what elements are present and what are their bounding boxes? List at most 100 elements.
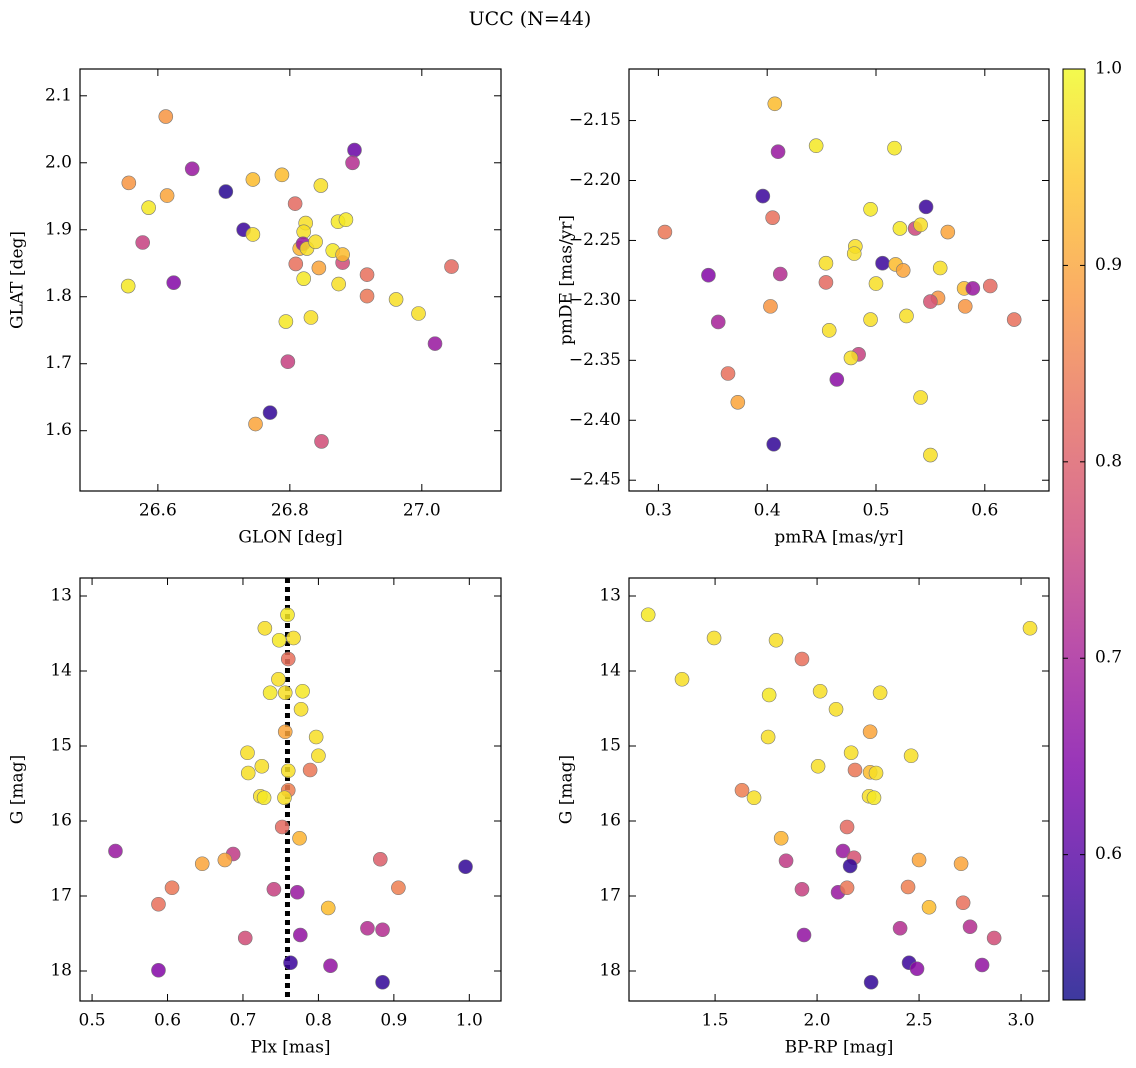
scatter-point (755, 188, 771, 204)
scatter-point (271, 632, 287, 648)
scatter-point (895, 263, 911, 278)
scatter-point (903, 748, 919, 764)
scatter-point (280, 354, 296, 370)
plot-area (108, 578, 473, 1001)
scatter-point (302, 762, 318, 778)
scatter-point (899, 308, 914, 324)
y-tick-label: −2.15 (569, 110, 621, 130)
y-tick-label: 17 (599, 886, 621, 906)
y-tick-label: 2.0 (45, 152, 72, 172)
scatter-point (280, 651, 296, 667)
scatter-point (760, 729, 776, 745)
colorbar (1062, 68, 1086, 1001)
scatter-point (986, 930, 1002, 946)
scatter-point (868, 276, 884, 291)
x-tick-label: 0.4 (754, 501, 781, 521)
scatter-point (427, 336, 443, 351)
y-tick-label: 14 (50, 661, 72, 681)
colorbar-tick-label: 0.9 (1095, 255, 1122, 275)
scatter-point (240, 765, 256, 781)
scatter-point (746, 790, 762, 806)
scatter-point (766, 436, 782, 452)
scatter-point (706, 630, 722, 646)
scatter-point (701, 267, 716, 283)
scatter-point (254, 758, 270, 774)
y-tick-label: 18 (50, 961, 72, 981)
scatter-point (331, 276, 346, 292)
y-tick-label: 15 (599, 736, 621, 756)
scatter-point (194, 856, 210, 872)
scatter-point (843, 350, 859, 366)
scatter-point (293, 701, 309, 717)
scatter-point (875, 255, 890, 271)
scatter-point (256, 790, 272, 806)
scatter-point (158, 109, 174, 124)
scatter-point (266, 881, 282, 897)
scatter-point (835, 843, 851, 859)
scatter-point (1022, 620, 1038, 636)
y-axis-label: pmDE [mas/yr] (557, 215, 577, 345)
x-tick-label: 0.6 (154, 1011, 181, 1031)
scatter-point (846, 246, 862, 261)
scatter-point (237, 930, 253, 946)
y-tick-label: −2.30 (569, 290, 621, 310)
scatter-point (921, 899, 937, 915)
scatter-point (863, 974, 879, 990)
scatter-point (957, 299, 973, 314)
scatter-point (843, 745, 859, 761)
scatter-point (818, 275, 834, 290)
y-tick-label: 13 (599, 586, 621, 606)
scatter-point (965, 281, 981, 296)
scatter-point (313, 178, 329, 193)
scatter-point (657, 224, 673, 240)
scatter-point (839, 819, 855, 835)
scatter-point (863, 312, 878, 327)
scatter-point (257, 620, 273, 636)
scatter-point (375, 922, 390, 938)
scatter-point (913, 217, 928, 233)
scatter-point (166, 275, 182, 290)
scatter-point (918, 199, 934, 215)
scatter-point (240, 745, 255, 761)
scatter-point (314, 434, 329, 449)
colorbar-tick-label: 1.0 (1095, 59, 1122, 79)
x-tick-label: 26.6 (139, 501, 177, 521)
scatter-point (280, 763, 296, 779)
scatter-point (360, 920, 375, 936)
scatter-point (810, 758, 826, 774)
scatter-point (796, 927, 812, 943)
scatter-point (108, 843, 123, 859)
scatter-point (955, 895, 971, 911)
scatter-point (295, 683, 310, 699)
plot-area (640, 607, 1038, 990)
scatter-point (909, 961, 925, 977)
x-tick-label: 0.3 (645, 501, 672, 521)
scatter-point (274, 167, 290, 183)
scatter-point (794, 881, 810, 897)
scatter-point (308, 234, 323, 250)
scatter-point (308, 729, 324, 745)
y-tick-label: 18 (599, 961, 621, 981)
y-tick-label: 1.7 (45, 353, 72, 373)
scatter-point (974, 957, 990, 973)
x-tick-label: 3.0 (1008, 1011, 1035, 1031)
y-tick-label: 15 (50, 736, 72, 756)
scatter-point (311, 260, 327, 276)
scatter-point (953, 856, 969, 872)
scatter-point (274, 819, 290, 835)
y-tick-label: −2.25 (569, 230, 621, 250)
scatter-point (388, 292, 404, 307)
x-tick-label: 1.0 (456, 1011, 483, 1031)
plot-area (657, 96, 1022, 463)
scatter-point (794, 651, 810, 667)
scatter-point (818, 255, 834, 271)
scatter-point (765, 210, 780, 225)
colorbar-tick-label: 0.6 (1095, 844, 1122, 864)
scatter-point (218, 184, 234, 199)
scatter-point (761, 687, 777, 703)
scatter-point (863, 201, 878, 217)
colorbar-tick-label: 0.7 (1095, 648, 1122, 668)
scatter-point (280, 607, 295, 623)
scatter-point (262, 405, 278, 420)
